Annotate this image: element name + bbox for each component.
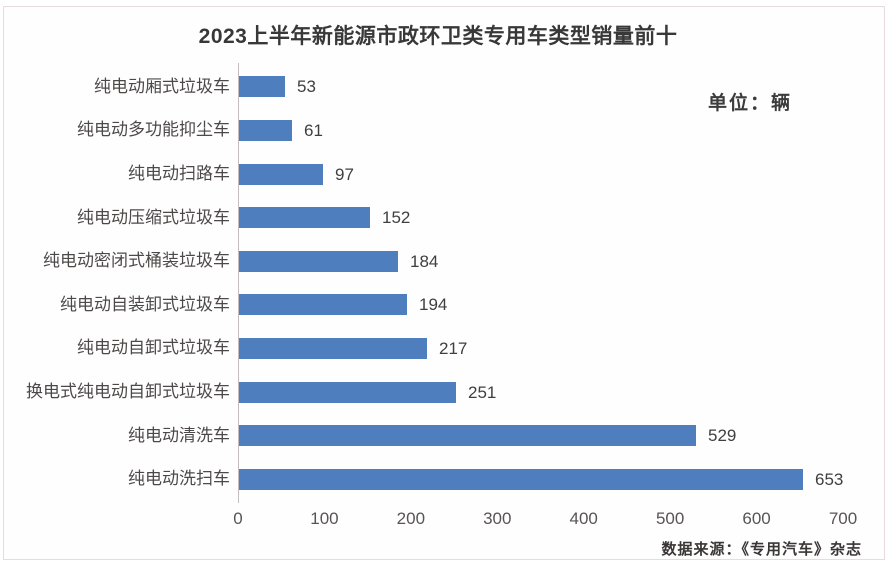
data-source-label: 数据来源：《专用汽车》杂志 (661, 541, 862, 558)
x-axis-tick-label: 0 (233, 509, 243, 528)
category-label: 纯电动厢式垃圾车 (94, 76, 230, 96)
value-label: 194 (419, 295, 448, 315)
bar (239, 468, 803, 490)
y-axis-line (238, 63, 239, 503)
bar (239, 381, 456, 403)
bar (239, 119, 292, 141)
category-label: 纯电动压缩式垃圾车 (77, 207, 230, 227)
category-label: 纯电动自装卸式垃圾车 (60, 294, 230, 314)
x-axis-tick-label: 400 (569, 509, 598, 528)
bar (239, 294, 407, 316)
bar (239, 163, 323, 185)
category-label: 纯电动清洗车 (128, 425, 230, 445)
chart-title: 2023上半年新能源市政环卫类专用车类型销量前十 (198, 25, 678, 48)
x-axis-tick-label: 100 (310, 509, 339, 528)
bar (239, 207, 370, 229)
value-label: 152 (382, 208, 411, 228)
value-label: 251 (468, 382, 497, 402)
category-label: 纯电动多功能抑尘车 (77, 120, 230, 140)
value-label: 61 (304, 120, 323, 140)
category-label: 纯电动密闭式桶装垃圾车 (43, 251, 230, 271)
chart-frame (3, 6, 885, 560)
value-label: 53 (297, 77, 316, 97)
bar (239, 425, 696, 447)
value-label: 97 (335, 164, 354, 184)
bar (239, 337, 427, 359)
value-label: 217 (439, 338, 468, 358)
value-label: 653 (815, 469, 844, 489)
value-label: 184 (410, 251, 439, 271)
category-label: 换电式纯电动自卸式垃圾车 (26, 382, 230, 401)
category-label: 纯电动自卸式垃圾车 (77, 338, 230, 358)
category-label: 纯电动洗扫车 (128, 469, 230, 489)
x-axis-tick-label: 600 (742, 509, 771, 528)
x-axis-tick-label: 500 (655, 509, 685, 528)
bar (239, 250, 398, 272)
unit-label: 单位：辆 (708, 93, 793, 114)
bar (239, 76, 285, 98)
category-label: 纯电动扫路车 (128, 164, 230, 183)
x-axis-tick-label: 300 (483, 509, 512, 528)
x-axis-tick-label: 200 (396, 509, 426, 528)
x-axis-tick-label: 700 (828, 509, 858, 528)
value-label: 529 (708, 426, 737, 446)
